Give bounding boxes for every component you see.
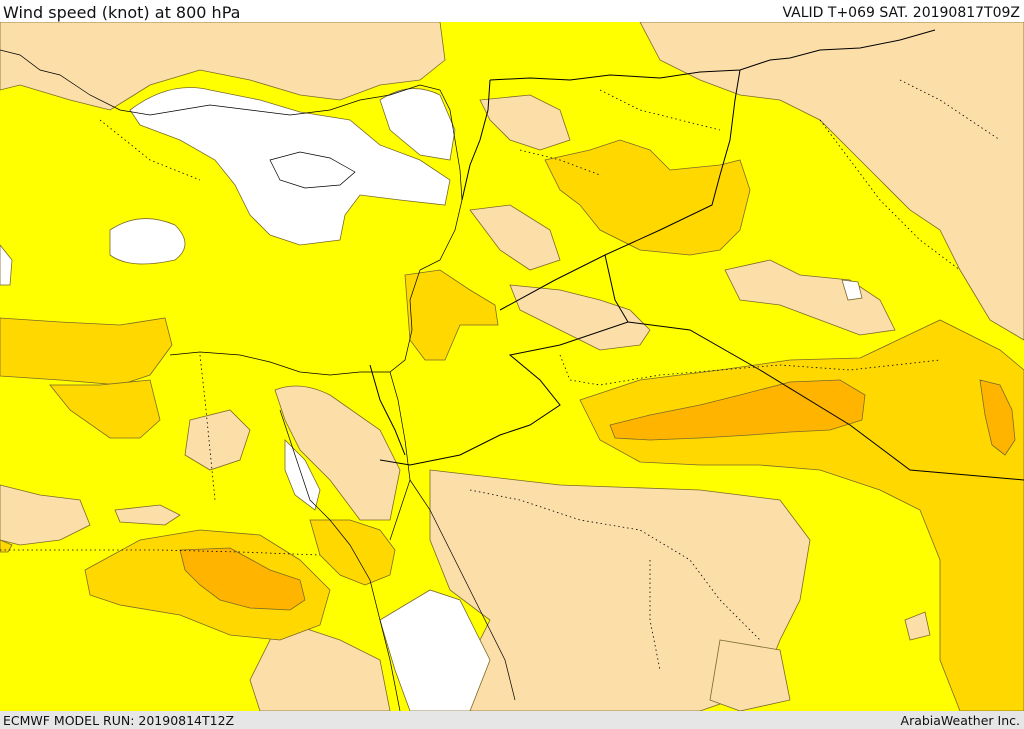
wind-speed-map xyxy=(0,22,1024,711)
header-bar: Wind speed (knot) at 800 hPa VALID T+069… xyxy=(0,0,1024,22)
map-canvas xyxy=(0,22,1024,711)
credit-label: ArabiaWeather Inc. xyxy=(900,713,1020,728)
calm-regions xyxy=(0,87,863,711)
valid-time-label: VALID T+069 SAT. 20190817T09Z xyxy=(782,5,1020,21)
map-title: Wind speed (knot) at 800 hPa xyxy=(3,3,241,22)
coastlines xyxy=(0,49,516,711)
footer-bar: ECMWF MODEL RUN: 20190814T12Z ArabiaWeat… xyxy=(0,711,1024,729)
country-borders xyxy=(369,29,1024,481)
light-wind-regions xyxy=(0,22,1024,711)
model-run-label: ECMWF MODEL RUN: 20190814T12Z xyxy=(3,713,235,728)
admin-boundaries xyxy=(0,79,1001,671)
